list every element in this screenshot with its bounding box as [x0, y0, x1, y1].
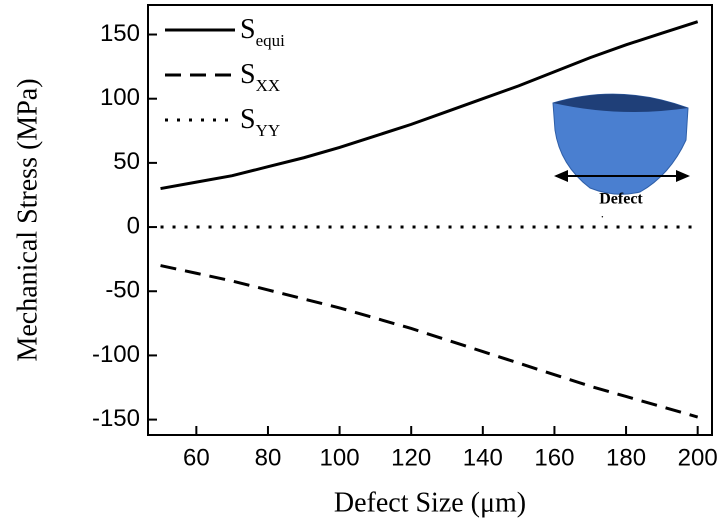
legend-subscript: equi [256, 31, 286, 50]
chart: Mechanical Stress (MPa) Defect Size (μm)… [0, 0, 725, 525]
y-tick-label: -50 [105, 277, 140, 304]
y-tick-label: 100 [100, 84, 140, 111]
legend-label: Sequi [240, 14, 285, 50]
y-tick-label: -100 [92, 341, 140, 368]
x-tick-label: 60 [183, 444, 210, 471]
legend-subscript: XX [256, 76, 281, 95]
x-tick-label: 120 [391, 444, 431, 471]
y-tick-label: 150 [100, 20, 140, 47]
x-tick-label: 80 [255, 444, 282, 471]
y-axis-label: Mechanical Stress (MPa) [12, 78, 43, 361]
x-tick-label: 100 [320, 444, 360, 471]
inset: Defect size [553, 94, 690, 229]
legend-name: S [240, 104, 256, 135]
series-line [161, 266, 698, 417]
x-axis-label: Defect Size (μm) [334, 487, 526, 518]
inset-label: Defect [599, 191, 643, 208]
x-tick-label: 180 [606, 444, 646, 471]
x-tick-label: 140 [463, 444, 503, 471]
x-tick-label: 200 [678, 444, 718, 471]
legend-name: S [240, 14, 256, 45]
y-tick-label: -150 [92, 405, 140, 432]
legend-subscript: YY [256, 121, 281, 140]
legend-label: SYY [240, 104, 280, 140]
y-tick-label: 50 [113, 148, 140, 175]
y-tick-label: 0 [127, 212, 140, 239]
x-tick-label: 160 [534, 444, 574, 471]
legend-label: SXX [240, 59, 280, 95]
legend-name: S [240, 59, 256, 90]
